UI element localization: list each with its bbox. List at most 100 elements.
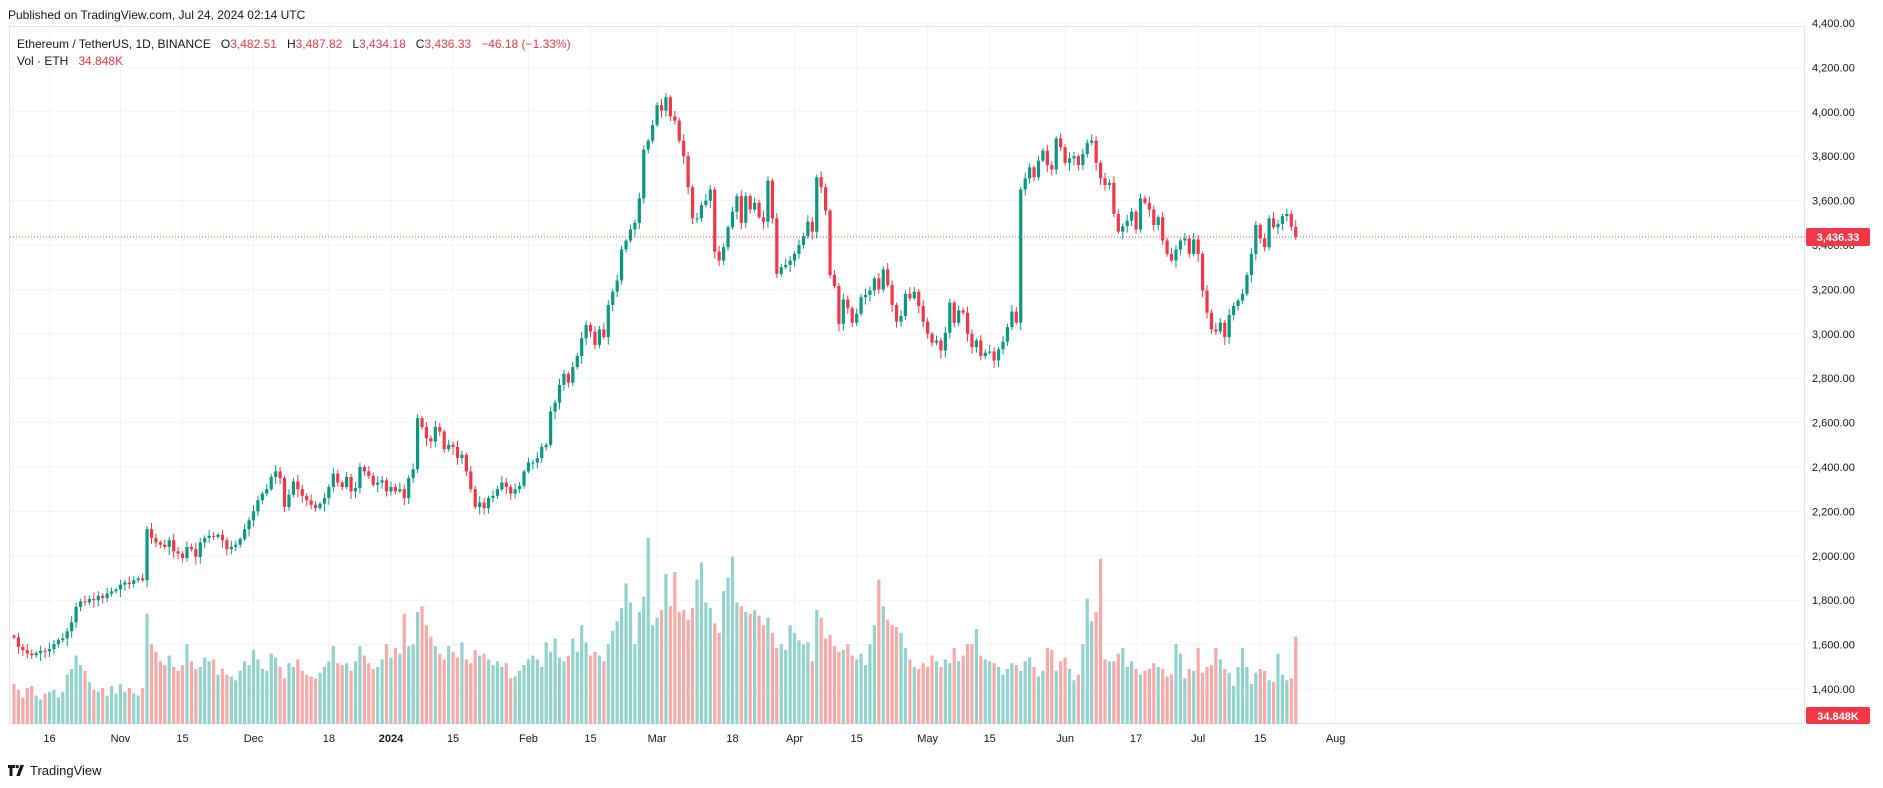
low-label: L [352,37,360,51]
volume-bar [287,663,291,724]
volume-bar [926,667,930,724]
volume-bar [358,646,362,724]
volume-bar [664,573,668,724]
symbol-label[interactable]: Ethereum / TetherUS, 1D, BINANCE [17,37,211,51]
candle-body [766,180,770,222]
candle-body [557,384,562,403]
volume-label[interactable]: Vol · ETH [17,54,69,68]
candle-body [1232,306,1236,315]
volume-bar [939,667,943,724]
candle-body [1271,218,1276,228]
candle-body [1254,225,1258,254]
volume-bar [127,687,131,724]
candle-body [588,324,593,332]
volume-bar [730,556,735,724]
volume-bar [837,651,841,724]
volume-bar [1143,670,1147,724]
volume-bar [1081,644,1085,724]
volume-bar [313,678,318,724]
volume-bar [633,644,637,724]
candle-body [1143,198,1147,203]
candle-body [1165,240,1169,254]
candle-body [575,356,579,368]
volume-bar [699,562,704,724]
volume-bar [1258,668,1262,724]
volume-bar [260,668,264,724]
candle-body [1134,211,1138,230]
volume-bar [544,642,548,724]
volume-bar [1076,674,1080,724]
candle-body [203,538,207,543]
volume-bar [806,642,810,724]
y-tick-label: 2,200.00 [1812,506,1855,518]
candle-body [1209,312,1214,330]
y-tick-label: 2,400.00 [1812,462,1855,474]
volume-bar [16,689,21,724]
candle-body [260,493,264,501]
volume-bar [1169,674,1174,724]
volume-bar [651,625,655,724]
candle-body [624,240,628,250]
volume-bar [642,596,646,724]
y-tick-label: 3,000.00 [1812,329,1855,341]
volume-bar [500,667,504,724]
candle-body [1161,217,1165,241]
candle-body [615,280,619,292]
volume-bar [566,655,570,724]
candle-body [553,402,557,412]
candle-body [415,418,420,470]
candle-body [1174,249,1178,261]
volume-bar [899,632,903,724]
volume-bar [1183,678,1187,724]
candle-body [1116,213,1120,232]
volume-bar [39,699,43,724]
volume-bar [540,667,544,724]
candle-body [686,156,690,188]
candle-body [1076,156,1080,166]
candle-body [1081,153,1085,166]
candle-body [1178,240,1183,250]
volume-bar [1005,668,1010,724]
candle-body [433,427,437,442]
candle-body [748,196,752,210]
volume-bar [1289,678,1293,724]
volume-bar [74,655,78,724]
candle-body [1187,238,1191,254]
volume-bar [655,617,659,724]
candle-body [979,340,983,356]
candle-body [1019,189,1023,323]
volume-bar [1240,648,1245,724]
x-tick-label: Aug [1326,733,1346,745]
volume-bar [628,602,633,724]
volume-bar [1067,668,1072,724]
volume-bar [442,659,446,724]
volume-bar [557,657,562,724]
volume-bar [611,630,615,724]
candle-body [1289,213,1293,227]
volume-bar [1090,621,1094,724]
volume-bar [943,659,947,724]
volume-bar [996,667,1001,724]
candle-body [1240,293,1245,301]
candle-body [549,411,553,445]
volume-bar [1276,653,1280,724]
candle-body [1294,226,1298,238]
volume-bar [1227,672,1231,724]
volume-bar [1028,657,1032,724]
candle-body [198,542,202,557]
open-value: 3,482.51 [230,37,277,51]
volume-bar [868,644,872,724]
x-tick-label: 15 [984,733,996,745]
candle-body [158,542,162,545]
volume-bar [296,659,300,724]
candle-body [371,475,375,485]
tradingview-footer[interactable]: TradingView [8,763,102,778]
volume-bar [336,663,340,724]
y-tick-label: 3,200.00 [1812,284,1855,296]
volume-bar [203,657,207,724]
x-tick-label: Nov [111,733,131,745]
candle-body [970,333,974,348]
volume-bar [872,625,876,724]
candle-body [451,444,455,448]
